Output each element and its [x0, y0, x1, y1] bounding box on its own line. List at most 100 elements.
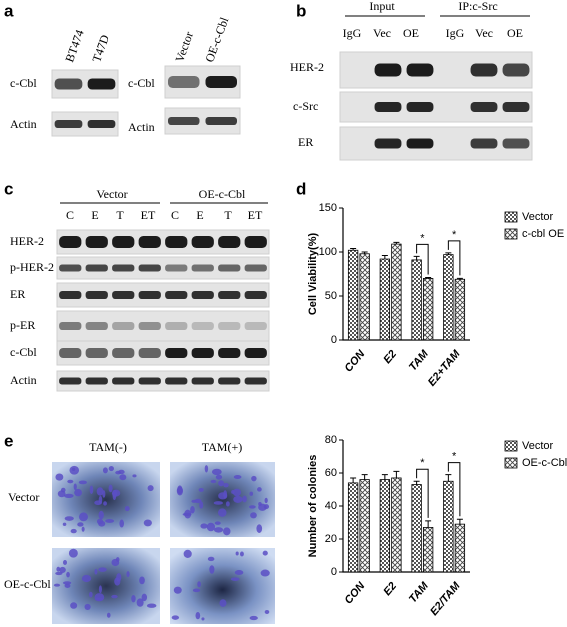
- blot-band: [138, 291, 161, 299]
- colony: [225, 501, 230, 507]
- group-label: OE-c-Cbl: [199, 187, 246, 201]
- blot-band: [85, 236, 108, 248]
- blot-band: [112, 236, 135, 248]
- colony: [124, 505, 130, 512]
- blot-band: [374, 63, 402, 77]
- colony: [55, 571, 63, 576]
- error-bar: [425, 277, 432, 279]
- blot-band: [59, 348, 82, 358]
- blot-band: [165, 236, 188, 248]
- blot-band: [218, 236, 241, 248]
- colony: [146, 603, 157, 608]
- colony: [66, 571, 70, 578]
- colony: [77, 522, 84, 527]
- group-label: Input: [369, 0, 395, 13]
- blot-band: [502, 63, 530, 77]
- blot-band: [165, 377, 188, 385]
- bar: [391, 477, 402, 573]
- colony: [112, 491, 117, 501]
- blot-band: [502, 138, 530, 149]
- blot-band: [218, 322, 241, 330]
- bar: [347, 249, 359, 341]
- row-label: p-HER-2: [10, 260, 54, 274]
- panel-label: e: [4, 431, 13, 450]
- colony: [53, 583, 61, 587]
- colony: [198, 487, 204, 492]
- blot-band: [244, 348, 267, 358]
- group-label: Vector: [96, 187, 127, 201]
- blot-band: [87, 78, 116, 90]
- colony: [102, 467, 108, 474]
- blot-band: [191, 377, 214, 385]
- colony: [214, 521, 221, 525]
- blot-band: [191, 236, 214, 248]
- colony-image: [170, 548, 275, 624]
- blot-band: [470, 102, 498, 112]
- blot-band: [470, 63, 498, 77]
- significance-bracket: [447, 462, 461, 517]
- x-tick-label: E2/TAM: [428, 579, 463, 618]
- legend-swatch: [504, 440, 518, 452]
- colony: [81, 526, 85, 532]
- blot-strip: [339, 91, 533, 123]
- bar: [379, 258, 391, 341]
- error-bar: [425, 520, 432, 528]
- colony: [68, 548, 78, 558]
- significance-label: *: [420, 232, 425, 244]
- blot-band: [85, 348, 108, 358]
- lane-label: Vec: [373, 26, 391, 40]
- colony: [64, 516, 74, 521]
- significance-label: *: [452, 229, 457, 241]
- x-tick-label: TAM: [407, 579, 432, 605]
- colony: [94, 500, 102, 506]
- legend-swatch: [504, 211, 518, 223]
- colony: [183, 549, 192, 558]
- colony: [264, 497, 268, 504]
- y-axis-label: Number of colonies: [307, 455, 319, 558]
- x-tick-label: CON: [342, 347, 368, 374]
- blot-strip: [339, 51, 533, 89]
- colony: [56, 566, 61, 572]
- colony: [190, 506, 195, 514]
- blot-band: [165, 322, 188, 330]
- significance-bracket: [447, 240, 461, 276]
- row-label: ER: [298, 135, 313, 149]
- row-label: Vector: [8, 490, 39, 504]
- x-tick-label: E2: [381, 580, 399, 598]
- colony: [98, 567, 107, 572]
- blot-band: [54, 120, 83, 128]
- row-label: c-Cbl: [10, 345, 37, 359]
- x-tick-label: E2: [381, 348, 399, 366]
- bar: [359, 479, 370, 573]
- colony: [262, 550, 268, 556]
- colony: [215, 474, 223, 480]
- blot-band: [218, 264, 241, 272]
- row-label: HER-2: [290, 60, 324, 74]
- legend-swatch: [504, 457, 518, 469]
- colony: [108, 465, 114, 472]
- column-label: TAM(-): [89, 440, 127, 454]
- colony: [218, 492, 228, 500]
- x-tick-label: CON: [342, 579, 368, 606]
- row-label: HER-2: [10, 234, 44, 248]
- y-tick-label: 100: [319, 246, 337, 258]
- colony: [55, 473, 64, 481]
- blot-band: [244, 236, 267, 248]
- colony: [143, 519, 152, 527]
- blot-band: [168, 76, 200, 88]
- blot-band: [138, 377, 161, 385]
- blot-band: [244, 322, 267, 330]
- error-bar: [381, 474, 388, 480]
- colony: [249, 615, 258, 621]
- error-bar: [393, 241, 400, 245]
- blot-band: [406, 63, 434, 77]
- lane-label: C: [171, 208, 179, 222]
- blot-band: [502, 102, 530, 112]
- y-tick-label: 80: [325, 434, 337, 446]
- colony: [248, 505, 256, 509]
- colony: [70, 602, 78, 609]
- blot-band: [85, 377, 108, 385]
- colony: [98, 510, 104, 520]
- colony: [232, 488, 242, 497]
